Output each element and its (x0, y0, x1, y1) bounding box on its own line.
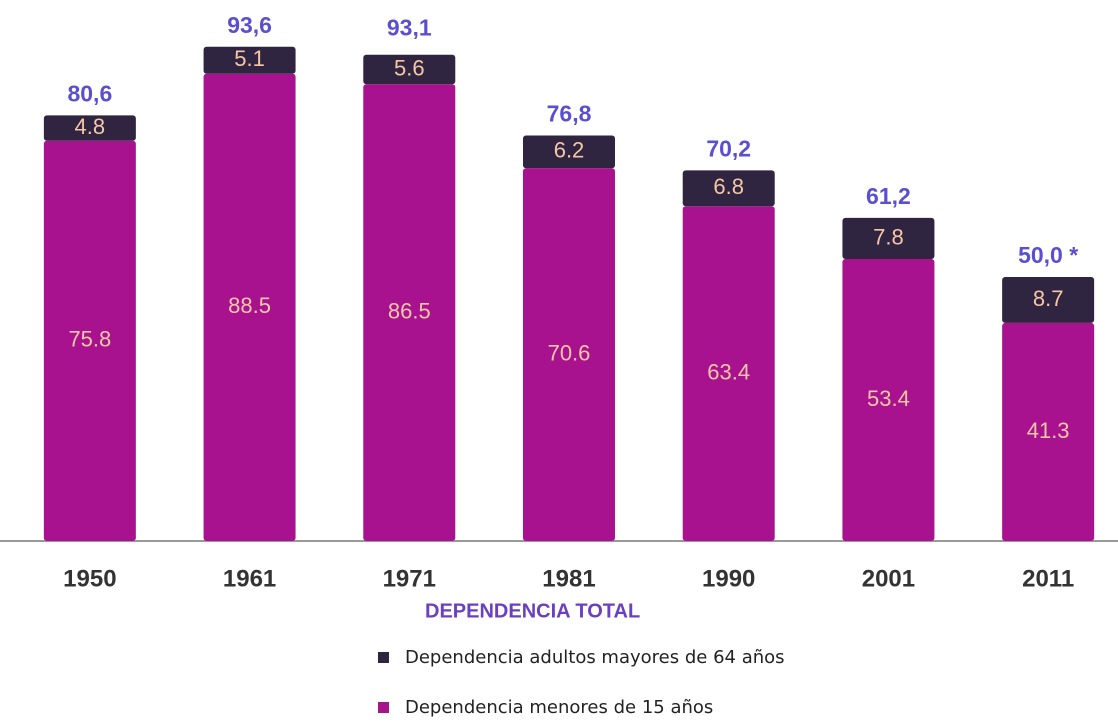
bar-segment (842, 259, 935, 541)
segment-label: 70.6 (548, 340, 591, 365)
total-label: 80,6 (67, 81, 112, 107)
segment-label: 5.1 (234, 46, 265, 71)
bar-segment (523, 135, 615, 169)
segment-label: 7.8 (873, 224, 904, 249)
total-label: 76,8 (547, 101, 592, 127)
segment-label: 41.3 (1027, 418, 1070, 443)
bar-segment (682, 206, 775, 542)
x-tick-label: 1971 (383, 565, 436, 592)
x-tick-label: 1950 (63, 565, 116, 592)
x-tick-label: 1961 (223, 565, 276, 592)
bar-segment (43, 140, 136, 541)
legend-title: DEPENDENCIA TOTAL (425, 600, 640, 622)
segment-label: 8.7 (1033, 286, 1064, 311)
legend-item: Dependencia menores de 15 años (405, 697, 713, 718)
total-label: 70,2 (706, 135, 751, 161)
legend-swatch (378, 702, 389, 713)
segment-label: 63.4 (707, 359, 750, 384)
bar-segment (363, 54, 456, 85)
bar-segment (682, 170, 775, 207)
legend-item: Dependencia adultos mayores de 64 años (405, 647, 785, 668)
total-label: 61,2 (866, 183, 911, 209)
bar-segment (203, 73, 296, 541)
x-tick-label: 1990 (702, 565, 755, 592)
bar-segment (1002, 277, 1095, 323)
segment-label: 88.5 (228, 293, 271, 318)
bar-segment (1002, 322, 1095, 541)
segment-label: 6.2 (554, 138, 585, 163)
segment-label: 5.6 (394, 55, 425, 80)
segment-label: 53.4 (867, 386, 910, 411)
segment-label: 6.8 (713, 174, 744, 199)
total-label: 93,1 (387, 15, 432, 41)
bar-segment (363, 84, 456, 541)
segment-label: 86.5 (388, 298, 431, 323)
bar-segment (842, 217, 935, 260)
legend-swatch (378, 652, 389, 663)
bar-segment (43, 115, 136, 141)
segment-label: 4.8 (75, 114, 106, 139)
bar-segment (203, 46, 296, 74)
total-label: 50,0 * (1018, 242, 1078, 268)
segment-label: 75.8 (68, 327, 111, 352)
x-tick-label: 2001 (862, 565, 915, 592)
bar-segment (523, 168, 615, 541)
total-label: 93,6 (227, 12, 272, 38)
x-tick-label: 1981 (542, 565, 595, 592)
x-tick-label: 2011 (1022, 565, 1074, 592)
